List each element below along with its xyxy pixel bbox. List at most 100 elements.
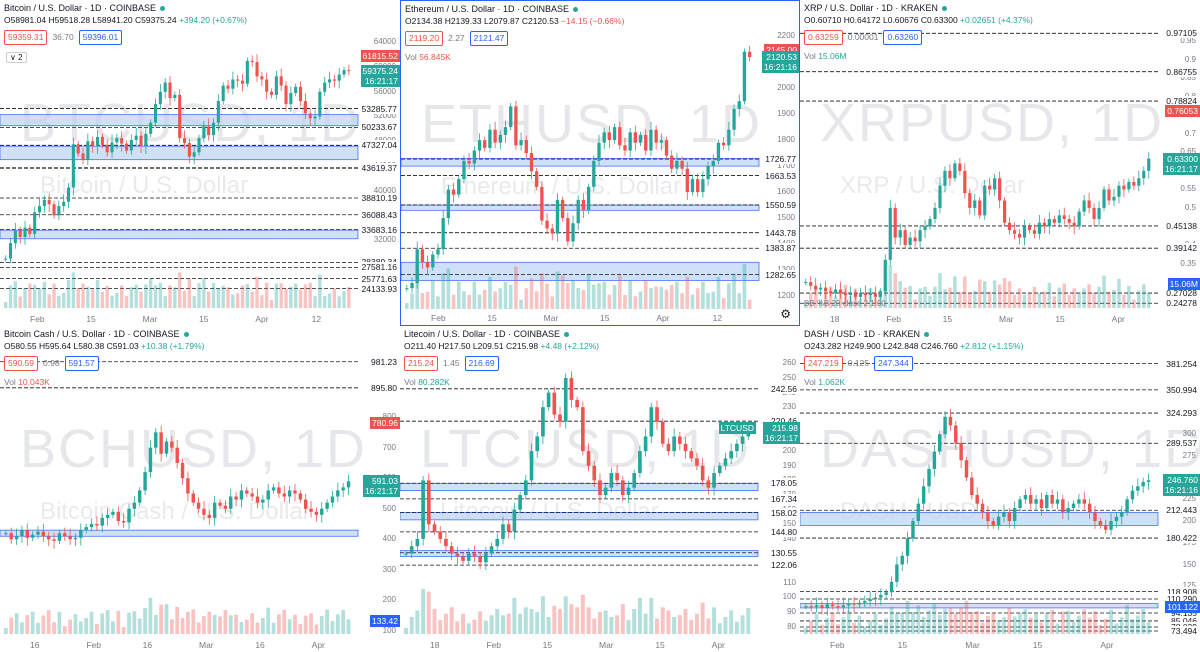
candle-body[interactable] — [978, 200, 982, 216]
candle-body[interactable] — [294, 86, 298, 94]
chart-title[interactable]: Ethereum / U.S. Dollar · 1D · COINBASE — [405, 4, 570, 14]
candle-body[interactable] — [975, 495, 979, 504]
candle-body[interactable] — [134, 135, 138, 140]
candle-body[interactable] — [320, 508, 324, 515]
candle-body[interactable] — [809, 606, 813, 608]
candle-body[interactable] — [740, 436, 745, 444]
candle-body[interactable] — [438, 531, 443, 539]
candle-body[interactable] — [623, 145, 627, 151]
candle-body[interactable] — [143, 472, 147, 491]
candle-body[interactable] — [566, 218, 570, 242]
candle-body[interactable] — [68, 536, 72, 540]
candle-body[interactable] — [441, 218, 445, 250]
candle-body[interactable] — [1077, 499, 1081, 504]
candle-body[interactable] — [274, 76, 278, 95]
candle-body[interactable] — [52, 204, 56, 216]
candle-body[interactable] — [52, 539, 56, 541]
candle-body[interactable] — [1107, 189, 1111, 201]
candle-body[interactable] — [809, 282, 813, 286]
candle-body[interactable] — [245, 490, 249, 494]
candle-body[interactable] — [451, 189, 456, 195]
candle-body[interactable] — [848, 293, 853, 296]
candle-body[interactable] — [477, 140, 482, 151]
alert-price-tag[interactable]: 0.76053 — [1165, 105, 1200, 118]
candle-body[interactable] — [1007, 512, 1012, 522]
candle-body[interactable] — [1130, 490, 1135, 500]
candle-body[interactable] — [540, 186, 544, 221]
candle-body[interactable] — [1132, 181, 1136, 186]
candle-body[interactable] — [819, 287, 823, 290]
candle-body[interactable] — [37, 206, 42, 213]
candle-body[interactable] — [602, 132, 606, 143]
candle-body[interactable] — [1112, 196, 1116, 201]
chart-panel[interactable]: DASHUSD, 1D DASH / USD DASH / USD · 1D · K… — [800, 326, 1200, 652]
candle-body[interactable] — [89, 524, 94, 528]
candle-body[interactable] — [1037, 222, 1041, 234]
candle-body[interactable] — [303, 101, 307, 114]
candle-body[interactable] — [1102, 189, 1106, 208]
candle-body[interactable] — [1127, 181, 1131, 190]
candle-body[interactable] — [893, 207, 897, 238]
candle-body[interactable] — [729, 451, 734, 459]
candle-body[interactable] — [626, 487, 631, 495]
price-chart[interactable] — [400, 326, 800, 652]
indicator-count-badge[interactable]: ∨ 2 — [6, 52, 27, 63]
candle-body[interactable] — [550, 228, 554, 234]
candle-body[interactable] — [81, 153, 85, 160]
candle-body[interactable] — [28, 227, 32, 234]
candle-body[interactable] — [234, 496, 238, 500]
buy-price-box[interactable]: 247.344 — [874, 356, 913, 371]
candle-body[interactable] — [603, 487, 608, 495]
candle-body[interactable] — [488, 129, 492, 148]
candle-body[interactable] — [586, 451, 591, 466]
candle-body[interactable] — [1098, 521, 1103, 526]
candle-body[interactable] — [964, 460, 969, 478]
candle-body[interactable] — [991, 521, 995, 526]
candle-body[interactable] — [318, 91, 322, 117]
candle-body[interactable] — [4, 533, 8, 535]
sell-price-box[interactable]: 215.24 — [404, 356, 438, 371]
candle-body[interactable] — [1082, 499, 1086, 504]
candle-body[interactable] — [191, 493, 195, 503]
candle-body[interactable] — [23, 227, 27, 237]
candle-body[interactable] — [1087, 503, 1092, 513]
candle-body[interactable] — [628, 132, 632, 151]
candle-body[interactable] — [472, 553, 477, 557]
candle-body[interactable] — [1047, 219, 1051, 227]
price-chart[interactable] — [800, 326, 1200, 652]
candle-body[interactable] — [148, 447, 153, 473]
candle-body[interactable] — [1045, 495, 1049, 509]
candle-body[interactable] — [883, 259, 887, 292]
candle-body[interactable] — [953, 163, 957, 179]
candle-body[interactable] — [529, 153, 534, 172]
candle-body[interactable] — [873, 293, 877, 297]
candle-body[interactable] — [313, 116, 317, 119]
candle-body[interactable] — [298, 86, 303, 102]
buy-price-box[interactable]: 2121.47 — [469, 31, 509, 46]
candle-body[interactable] — [586, 186, 591, 211]
candle-body[interactable] — [127, 508, 131, 523]
candle-body[interactable] — [655, 407, 659, 422]
candle-body[interactable] — [569, 377, 574, 400]
candle-body[interactable] — [221, 85, 225, 102]
candle-body[interactable] — [1022, 226, 1027, 238]
support-zone[interactable] — [0, 145, 359, 161]
candle-body[interactable] — [509, 106, 513, 128]
candle-body[interactable] — [158, 91, 162, 105]
candle-body[interactable] — [431, 254, 435, 268]
candle-body[interactable] — [182, 138, 187, 144]
candle-body[interactable] — [207, 126, 211, 136]
buy-price-box[interactable]: 591.57 — [64, 356, 99, 371]
candle-body[interactable] — [830, 604, 835, 607]
candle-body[interactable] — [558, 414, 562, 422]
candle-body[interactable] — [420, 249, 425, 263]
candle-body[interactable] — [618, 127, 622, 146]
candle-body[interactable] — [1120, 512, 1124, 517]
candle-body[interactable] — [466, 553, 471, 561]
candle-body[interactable] — [873, 597, 878, 600]
candle-body[interactable] — [323, 82, 327, 92]
sell-price-box[interactable]: 0.63259 — [804, 30, 843, 45]
candle-body[interactable] — [73, 537, 78, 540]
candle-body[interactable] — [829, 291, 833, 294]
